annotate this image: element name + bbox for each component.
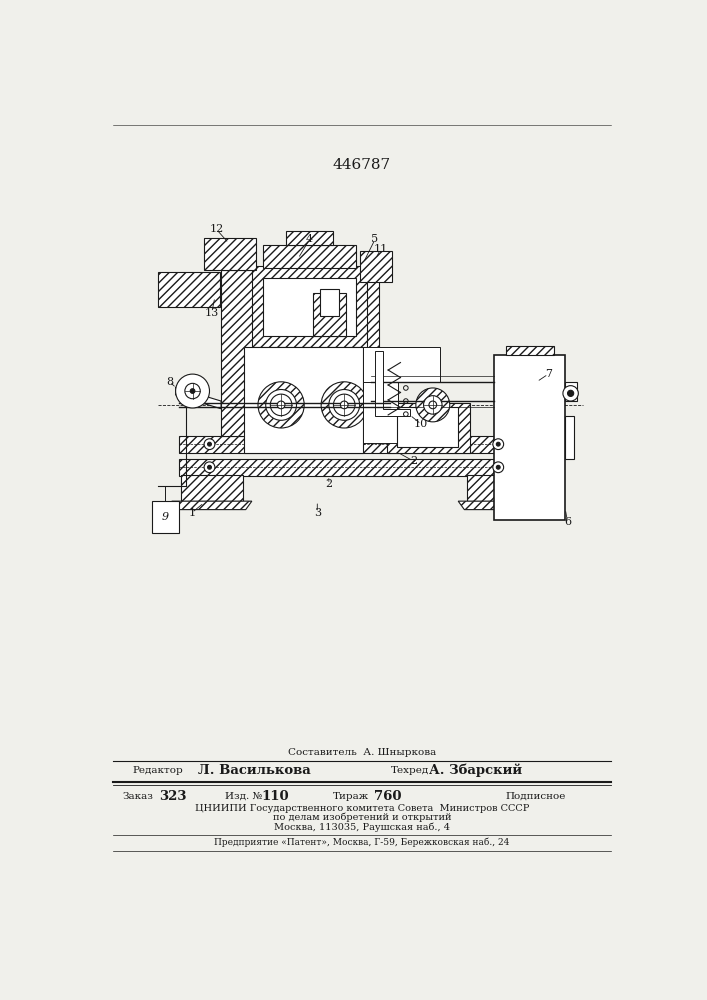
Text: 9: 9 <box>162 512 169 522</box>
Text: 5: 5 <box>371 234 379 244</box>
Bar <box>313 293 346 336</box>
Bar <box>387 403 469 453</box>
Circle shape <box>270 394 292 416</box>
Circle shape <box>423 396 442 414</box>
Text: ЦНИИПИ Государственного комитета Совета  Министров СССР: ЦНИИПИ Государственного комитета Совета … <box>194 804 529 813</box>
Text: Москва, 113035, Раушская наб., 4: Москва, 113035, Раушская наб., 4 <box>274 822 450 832</box>
Bar <box>179 436 558 453</box>
Text: 2: 2 <box>325 479 332 489</box>
Text: Техред: Техред <box>390 766 428 775</box>
Text: 6: 6 <box>564 517 571 527</box>
Text: 2: 2 <box>410 456 417 466</box>
Circle shape <box>334 394 355 416</box>
Text: Составитель  А. Шныркова: Составитель А. Шныркова <box>288 748 436 757</box>
Text: Редактор: Редактор <box>132 766 183 775</box>
Circle shape <box>266 389 296 420</box>
Circle shape <box>416 388 450 422</box>
Text: Тираж: Тираж <box>333 792 369 801</box>
Text: Заказ: Заказ <box>122 792 153 801</box>
Circle shape <box>496 465 500 469</box>
Text: 12: 12 <box>209 224 223 234</box>
Circle shape <box>175 374 209 408</box>
Text: 13: 13 <box>205 308 219 318</box>
Circle shape <box>329 389 360 420</box>
Text: 323: 323 <box>160 790 187 803</box>
Bar <box>363 351 398 443</box>
Bar <box>565 416 575 459</box>
Text: 3: 3 <box>314 508 321 518</box>
Bar <box>179 459 558 476</box>
Bar <box>363 347 440 382</box>
Circle shape <box>429 401 437 409</box>
Circle shape <box>493 462 503 473</box>
Bar <box>158 272 219 307</box>
Circle shape <box>204 439 215 450</box>
Text: 8: 8 <box>166 377 173 387</box>
Circle shape <box>190 389 195 393</box>
Bar <box>397 407 458 447</box>
Text: 7: 7 <box>545 369 551 379</box>
Text: 10: 10 <box>414 419 428 429</box>
Bar <box>264 245 356 268</box>
Circle shape <box>258 382 304 428</box>
Bar <box>565 382 577 401</box>
Bar <box>286 231 333 245</box>
Polygon shape <box>375 351 409 416</box>
Bar <box>506 346 554 355</box>
Circle shape <box>321 382 368 428</box>
Circle shape <box>277 401 285 409</box>
Circle shape <box>208 465 211 469</box>
Bar <box>221 270 379 436</box>
Polygon shape <box>175 387 221 409</box>
Bar <box>152 501 179 533</box>
Circle shape <box>204 462 215 473</box>
Circle shape <box>496 442 500 446</box>
Bar <box>181 475 243 501</box>
Bar <box>244 347 363 453</box>
Text: по делам изобретений и открытий: по делам изобретений и открытий <box>273 813 451 822</box>
Text: Подписное: Подписное <box>506 792 566 801</box>
Polygon shape <box>458 501 538 510</box>
Bar <box>494 355 565 520</box>
Bar <box>252 266 368 347</box>
Text: А. Збарский: А. Збарский <box>429 764 522 777</box>
Text: Изд. №: Изд. № <box>225 792 262 801</box>
Bar <box>264 278 356 336</box>
Circle shape <box>340 401 348 409</box>
Circle shape <box>568 390 573 396</box>
Text: 4: 4 <box>306 234 313 244</box>
Circle shape <box>208 442 211 446</box>
Text: 760: 760 <box>373 790 401 803</box>
Text: Л. Василькова: Л. Василькова <box>198 764 310 777</box>
Circle shape <box>493 439 503 450</box>
Circle shape <box>185 383 200 399</box>
Text: 446787: 446787 <box>333 158 391 172</box>
Bar <box>360 251 392 282</box>
Text: Предприятие «Патент», Москва, Г-59, Бережковская наб., 24: Предприятие «Патент», Москва, Г-59, Бере… <box>214 838 510 847</box>
Bar <box>204 238 257 270</box>
Bar <box>467 475 529 501</box>
Circle shape <box>563 386 578 401</box>
Text: 1: 1 <box>188 508 195 518</box>
Bar <box>320 289 339 316</box>
Polygon shape <box>172 501 252 510</box>
Text: 11: 11 <box>373 244 387 254</box>
Text: 110: 110 <box>261 790 288 803</box>
